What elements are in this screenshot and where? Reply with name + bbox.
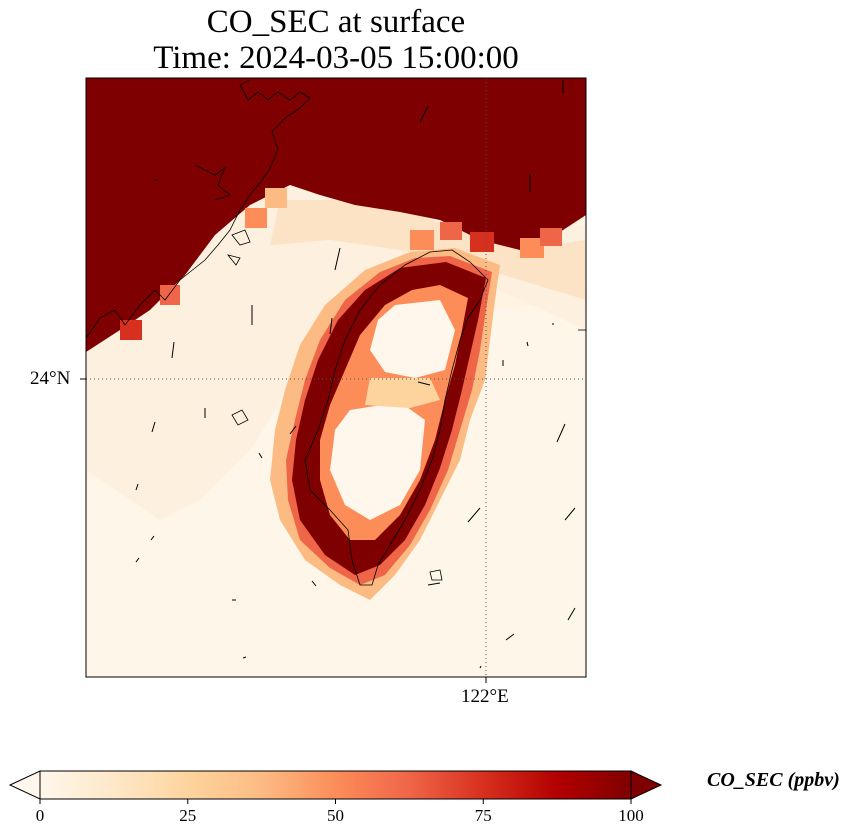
edge-cell (520, 238, 544, 258)
edge-cell (265, 188, 287, 208)
colorbar (8, 770, 663, 804)
edge-cell (470, 232, 494, 252)
taiwan-hole-south (330, 402, 425, 520)
colorbar-gradient (40, 771, 631, 799)
map-title-line-2: Time: 2024-03-05 15:00:00 (153, 40, 519, 76)
mainland-plume (86, 78, 586, 352)
taiwan-hole-north (370, 300, 455, 378)
lon-label-122e: 122°E (461, 686, 509, 707)
edge-cell (540, 228, 562, 246)
taiwan-waist (365, 378, 440, 408)
map-area (86, 78, 586, 677)
wind-vectors (135, 80, 576, 669)
map-frame (85, 77, 587, 678)
colorbar-extend-min (8, 770, 41, 800)
map-title-line-1: CO_SEC at surface (206, 4, 466, 40)
colorbar-tick-label: 50 (327, 806, 344, 825)
coastline (86, 79, 586, 586)
edge-cell (410, 230, 434, 250)
colorbar-extend-max (630, 770, 663, 800)
edge-cell (245, 208, 267, 228)
colorbar-tick-label: 75 (474, 806, 492, 825)
colorbar-tick-label: 100 (618, 806, 644, 825)
edge-cell (440, 222, 462, 240)
edge-cell (160, 285, 180, 305)
colorbar-tick-label: 25 (179, 806, 197, 825)
lat-label-24n: 24°N (30, 368, 71, 389)
colorbar-label: CO_SEC (ppbv) (707, 769, 840, 791)
colorbar-tick-label: 0 (35, 806, 45, 825)
